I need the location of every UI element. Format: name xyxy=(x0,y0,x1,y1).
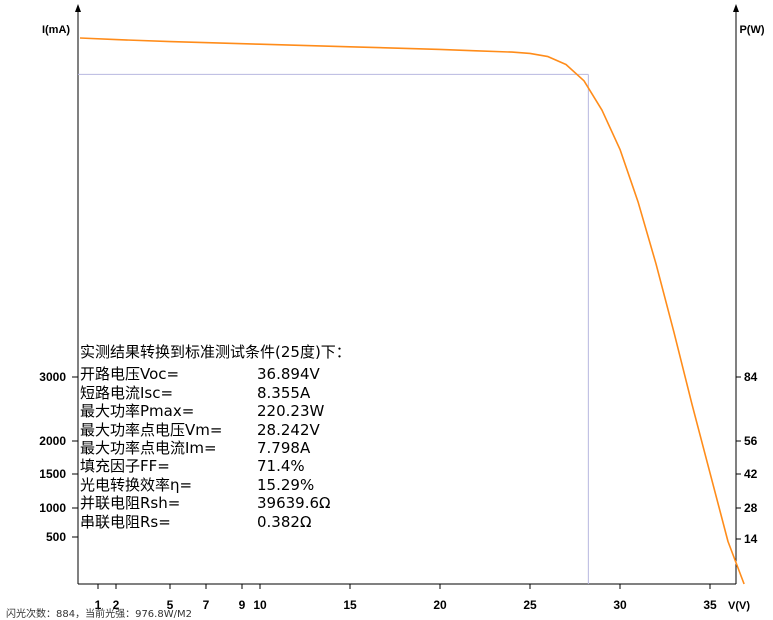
result-value: 71.4% xyxy=(257,457,305,476)
right-axis-arrow xyxy=(733,4,739,12)
result-row-voc: 开路电压Voc= 36.894V xyxy=(80,365,351,383)
result-label: 填充因子FF= xyxy=(80,457,170,476)
result-label: 并联电阻Rsh= xyxy=(80,494,181,513)
x-label: V(V) xyxy=(728,600,750,612)
result-row-eta: 光电转换效率η= 15.29% xyxy=(80,476,351,494)
tick-layer: I(mA) P(W)V(V)1 2 5 7 9 10 15 20 25 30 355001000150… xyxy=(39,24,765,612)
result-label: 最大功率点电压Vm= xyxy=(80,420,223,439)
result-value: 39639.6Ω xyxy=(257,494,331,513)
result-label: 最大功率点电流Im= xyxy=(80,439,217,458)
result-value: 36.894V xyxy=(257,365,320,384)
y-right-label: P(W) xyxy=(739,24,764,36)
x-tick-label: 30 xyxy=(613,598,627,612)
y-left-tick-label: 1500 xyxy=(39,467,66,481)
result-value: 8.355A xyxy=(257,383,311,402)
x-tick-label: 10 xyxy=(253,598,267,612)
result-label: 串联电阻Rs= xyxy=(80,512,171,531)
results-heading: 实测结果转换到标准测试条件(25度)下： xyxy=(80,343,351,361)
result-value: 220.23W xyxy=(257,402,325,421)
result-value: 0.382Ω xyxy=(257,512,312,531)
result-row-pmax: 最大功率Pmax= 220.23W xyxy=(80,402,351,420)
result-label: 光电转换效率η= xyxy=(80,475,193,494)
x-tick-label: 35 xyxy=(703,598,717,612)
y-left-tick-label: 3000 xyxy=(39,370,66,384)
x-tick-label: 15 xyxy=(343,598,357,612)
curve-layer xyxy=(79,37,745,585)
x-tick-label: 2 xyxy=(113,598,120,612)
x-tick-label: 1 xyxy=(95,598,102,612)
result-value: 15.29% xyxy=(257,475,315,494)
result-row-rsh: 并联电阻Rsh= 39639.6Ω xyxy=(80,494,351,512)
result-label: 短路电流Isc= xyxy=(80,383,174,402)
y-right-tick-label: 42 xyxy=(744,467,758,481)
result-label: 开路电压Voc= xyxy=(80,365,180,384)
result-row-vm: 最大功率点电压Vm= 28.242V xyxy=(80,421,351,439)
y-left-tick-label: 500 xyxy=(46,530,66,544)
y-left-tick-label: 2000 xyxy=(39,434,66,448)
result-row-im: 最大功率点电流Im= 7.798A xyxy=(80,439,351,457)
result-value: 28.242V xyxy=(257,420,320,439)
y-right-tick-label: 84 xyxy=(744,370,758,384)
y-left-tick-label: 1000 xyxy=(39,501,66,515)
y-left-label: I(mA) xyxy=(42,24,70,36)
results-panel: 实测结果转换到标准测试条件(25度)下： 开路电压Voc= 36.894V 短路… xyxy=(80,343,351,531)
result-value: 7.798A xyxy=(257,439,311,458)
result-label: 最大功率Pmax= xyxy=(80,402,195,421)
x-tick-label: 5 xyxy=(167,598,174,612)
x-tick-label: 25 xyxy=(523,598,537,612)
y-right-tick-label: 56 xyxy=(744,434,758,448)
chart-frame xyxy=(75,4,739,585)
status-bar: 闪光次数：884，当前光强：976.8W/M2 xyxy=(6,609,192,620)
result-row-rs: 串联电阻Rs= 0.382Ω xyxy=(80,513,351,531)
mpp-guides xyxy=(78,73,589,584)
x-tick-label: 20 xyxy=(433,598,447,612)
left-axis-arrow xyxy=(75,4,81,12)
iv-curve-line xyxy=(79,37,745,585)
x-tick-label: 9 xyxy=(239,598,246,612)
y-right-tick-label: 14 xyxy=(744,532,758,546)
result-row-isc: 短路电流Isc= 8.355A xyxy=(80,384,351,402)
result-row-ff: 填充因子FF= 71.4% xyxy=(80,457,351,475)
y-right-tick-label: 28 xyxy=(744,501,758,515)
x-tick-label: 7 xyxy=(203,598,210,612)
